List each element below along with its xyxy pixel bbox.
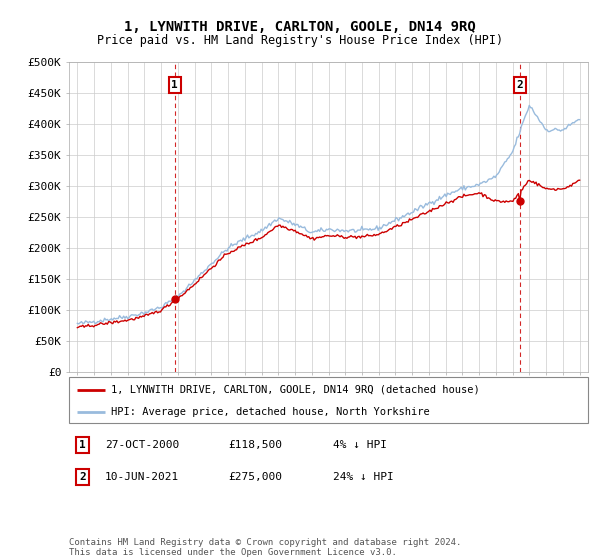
Text: £118,500: £118,500 [228, 440, 282, 450]
Text: 2: 2 [79, 472, 86, 482]
Text: 1, LYNWITH DRIVE, CARLTON, GOOLE, DN14 9RQ: 1, LYNWITH DRIVE, CARLTON, GOOLE, DN14 9… [124, 20, 476, 34]
Text: £275,000: £275,000 [228, 472, 282, 482]
Text: 1, LYNWITH DRIVE, CARLTON, GOOLE, DN14 9RQ (detached house): 1, LYNWITH DRIVE, CARLTON, GOOLE, DN14 9… [110, 385, 479, 395]
Text: 1: 1 [79, 440, 86, 450]
Text: 27-OCT-2000: 27-OCT-2000 [105, 440, 179, 450]
Text: 10-JUN-2021: 10-JUN-2021 [105, 472, 179, 482]
Text: HPI: Average price, detached house, North Yorkshire: HPI: Average price, detached house, Nort… [110, 407, 429, 417]
Text: 2: 2 [517, 80, 523, 90]
Text: Price paid vs. HM Land Registry's House Price Index (HPI): Price paid vs. HM Land Registry's House … [97, 34, 503, 46]
Text: Contains HM Land Registry data © Crown copyright and database right 2024.
This d: Contains HM Land Registry data © Crown c… [69, 538, 461, 557]
Text: 1: 1 [172, 80, 178, 90]
Text: 4% ↓ HPI: 4% ↓ HPI [333, 440, 387, 450]
FancyBboxPatch shape [69, 377, 588, 423]
Text: 24% ↓ HPI: 24% ↓ HPI [333, 472, 394, 482]
